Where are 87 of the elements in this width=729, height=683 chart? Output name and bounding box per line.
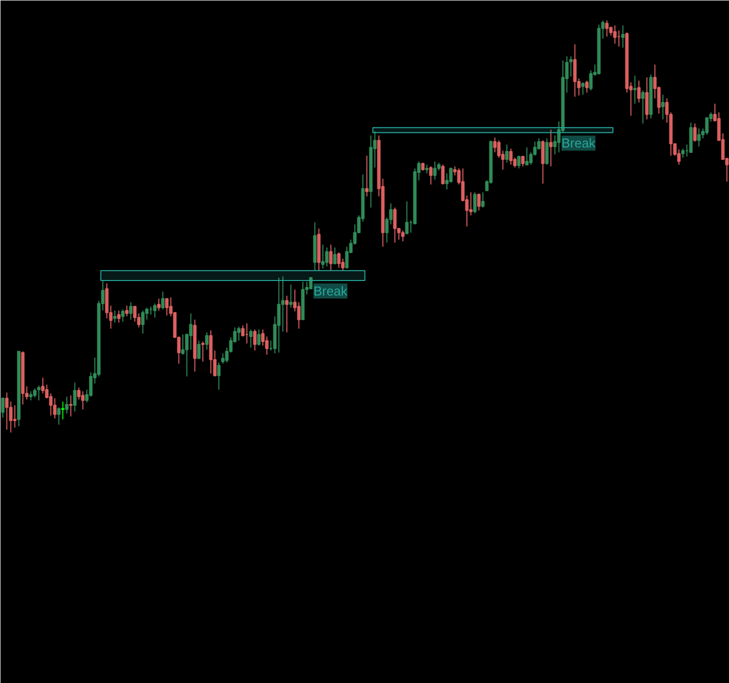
- candlestick: [545, 138, 549, 166]
- candlestick: [121, 308, 125, 322]
- candlestick: [129, 302, 133, 320]
- candlestick: [645, 76, 649, 120]
- candlestick: [541, 140, 545, 184]
- candlestick: [73, 382, 77, 412]
- candlestick: [277, 277, 281, 354]
- candlestick: [69, 394, 73, 417]
- candlestick: [697, 128, 701, 148]
- candlestick: [405, 200, 409, 235]
- candlestick: [29, 390, 33, 401]
- candlestick: [401, 230, 405, 242]
- candlestick: [429, 166, 433, 185]
- candlestick: [521, 155, 525, 167]
- candlestick: [525, 146, 529, 166]
- candlestick: [1, 396, 4, 418]
- candlestick: [661, 94, 665, 120]
- candlestick: [5, 392, 8, 430]
- candlestick: [393, 207, 397, 244]
- candlestick: [289, 284, 293, 308]
- candlestick: [581, 82, 585, 96]
- candlestick: [13, 404, 16, 428]
- candlestick: [477, 193, 481, 211]
- candlestick: [113, 310, 117, 323]
- candlestick: [321, 244, 325, 270]
- candlestick: [157, 298, 161, 312]
- band-label: Break: [313, 283, 348, 298]
- candlestick: [117, 310, 121, 323]
- candlestick: [53, 398, 57, 419]
- candlestick: [261, 329, 265, 346]
- candlestick: [613, 24, 617, 44]
- candlestick: [589, 70, 593, 92]
- candlestick: [681, 148, 685, 158]
- candlestick: [217, 362, 221, 390]
- candlestick: [641, 90, 645, 124]
- candlestick: [509, 148, 513, 166]
- candlestick: [325, 247, 329, 267]
- candlestick: [205, 332, 209, 350]
- candlestick: [77, 387, 81, 400]
- candlestick: [549, 129, 553, 167]
- candlestick: [253, 329, 257, 352]
- candlestick: [633, 75, 637, 104]
- candlestick: [621, 24, 625, 48]
- candlestick: [41, 377, 45, 394]
- candlestick: [329, 244, 333, 272]
- candlestick: [441, 164, 445, 185]
- candlestick: [257, 329, 261, 346]
- candlestick: [161, 291, 165, 310]
- candlestick: [493, 137, 497, 153]
- candlestick: [365, 155, 369, 197]
- candlestick: [197, 340, 201, 359]
- candlestick: [81, 390, 85, 410]
- candlestick: [221, 352, 225, 364]
- candlestick: [585, 80, 589, 94]
- candlestick: [473, 192, 477, 214]
- candlestick: [337, 252, 341, 268]
- candlestick: [181, 334, 185, 356]
- candlestick: [497, 140, 501, 158]
- candlestick: [61, 401, 65, 420]
- candlestick: [505, 144, 509, 164]
- candlestick: [345, 246, 349, 270]
- candlestick: [237, 326, 241, 342]
- candlestick: [573, 44, 577, 98]
- candlestick: [517, 155, 521, 169]
- candlestick: [105, 282, 109, 319]
- candlestick: [433, 160, 437, 180]
- candlestick: [201, 340, 205, 362]
- candlestick: [285, 295, 289, 333]
- candlestick: [57, 406, 61, 426]
- candlestick: [333, 247, 337, 265]
- candlestick: [141, 310, 145, 334]
- candlestick: [241, 324, 245, 338]
- candlestick: [209, 330, 213, 374]
- candlestick: [133, 306, 137, 322]
- candlestick: [705, 117, 709, 136]
- candlestick: [605, 20, 609, 38]
- candlestick: [33, 388, 37, 398]
- band-label: Break: [561, 136, 596, 151]
- candlestick: [637, 80, 641, 103]
- candlestick: [249, 329, 253, 348]
- candlestick: [153, 303, 157, 318]
- candlestick: [693, 123, 697, 142]
- candlestick: [125, 305, 129, 317]
- candlestick: [481, 192, 485, 208]
- candlestick: [37, 385, 41, 401]
- candlestick: [65, 396, 69, 414]
- candlestick: [165, 298, 169, 316]
